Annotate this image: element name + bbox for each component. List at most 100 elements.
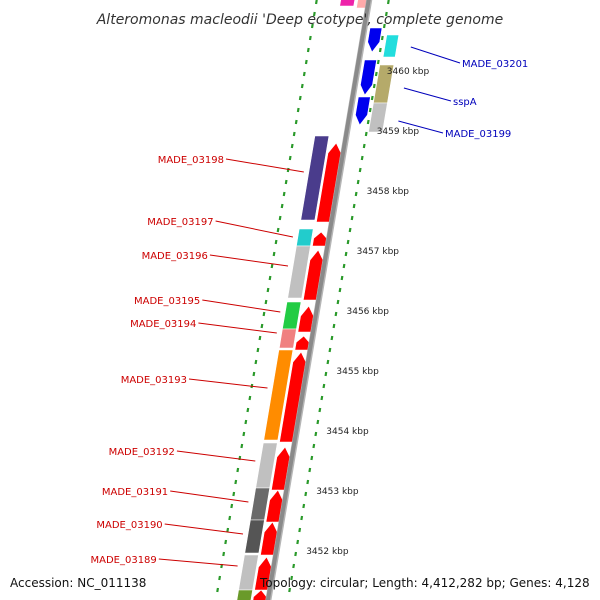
left-gene-label: MADE_03191 <box>102 487 168 498</box>
inner-tick-dot <box>228 515 232 521</box>
inner-tick-dot <box>264 299 268 305</box>
forward-gene-arrow <box>297 305 314 333</box>
outer-tick-dot <box>378 47 382 53</box>
outer-tick-dot <box>296 539 300 545</box>
inner-tick-dot <box>240 443 244 449</box>
outer-tick-dot <box>354 191 358 197</box>
map-title: Alteromonas macleodii 'Deep ecotype', co… <box>96 12 504 28</box>
outer-tick-dot <box>302 503 306 509</box>
forward-gene-arrow <box>265 489 284 523</box>
inner-tick-dot <box>260 323 264 329</box>
outer-tick-dot <box>310 455 314 461</box>
left-gene-label: MADE_03190 <box>96 520 162 531</box>
outer-tick-dot <box>324 371 328 377</box>
forward-gene-arrow <box>260 521 278 556</box>
tick-labels-layer: 3452 kbp 3453 kbp 3454 kbp 3455 kbp 3456 kbp… <box>306 67 429 557</box>
inner-tick-dot <box>248 395 252 401</box>
left-label-connector <box>188 378 268 389</box>
left-label-connector <box>164 523 244 535</box>
outer-tick-dot <box>330 335 334 341</box>
left-gene-label: MADE_03192 <box>109 447 175 458</box>
inner-tick-dot <box>246 407 250 413</box>
inner-tick-dot <box>236 467 240 473</box>
inner-tick-dot <box>256 347 260 353</box>
left-gene-label: MADE_03193 <box>121 375 187 386</box>
gene-block-next <box>236 589 253 600</box>
outer-tick-dot <box>370 95 374 101</box>
tick-label: 3457 kbp <box>357 247 400 257</box>
outer-tick-dot <box>348 227 352 233</box>
outer-tick-dot <box>298 527 302 533</box>
gene-block-made-03190 <box>244 519 265 554</box>
outer-tick-dot <box>316 419 320 425</box>
outer-tick-dot <box>366 119 370 125</box>
tick-label: 3459 kbp <box>377 127 420 137</box>
forward-gene-arrow <box>279 351 307 443</box>
outer-tick-dot <box>372 83 376 89</box>
outer-tick-dot <box>304 491 308 497</box>
outer-tick-dot <box>384 11 388 17</box>
inner-tick-dot <box>232 491 236 497</box>
outer-tick-dot <box>290 575 294 581</box>
inner-tick-dot <box>274 239 278 245</box>
outer-tick-dot <box>386 0 390 5</box>
left-label-connector <box>176 450 256 462</box>
outer-tick-dot <box>360 155 364 161</box>
outer-tick-dot <box>292 563 296 569</box>
inner-tick-dot <box>216 587 220 593</box>
forward-gene-arrow <box>252 589 267 600</box>
inner-tick-dot <box>304 59 308 65</box>
right-gene-label: MADE_03199 <box>445 129 511 140</box>
gene-block-top-pink <box>339 0 356 7</box>
inner-tick-dot <box>262 311 266 317</box>
outer-tick-dot <box>314 431 318 437</box>
outer-tick-dot <box>340 275 344 281</box>
backbone-layer <box>265 0 373 600</box>
inner-tick-dot <box>312 11 316 17</box>
inner-tick-dot <box>294 119 298 125</box>
outer-tick-dot <box>382 23 386 29</box>
gene-block-made-03196 <box>287 245 311 299</box>
inner-tick-dot <box>280 203 284 209</box>
gene-block-made-03194 <box>278 328 297 349</box>
left-label-connector <box>215 220 294 238</box>
outer-tick-dot <box>352 203 356 209</box>
inner-tick-dot <box>292 131 296 137</box>
inner-tick-dot <box>306 47 310 53</box>
inner-tick-dot <box>258 335 262 341</box>
inner-tick-dot <box>244 419 248 425</box>
outer-tick-dot <box>322 383 326 389</box>
inner-tick-dot <box>290 143 294 149</box>
outer-tick-dot <box>344 251 348 257</box>
outer-tick-dot <box>364 131 368 137</box>
forward-gene-arrow <box>312 231 328 247</box>
left-gene-label: MADE_03196 <box>142 251 208 262</box>
inner-tick-dot <box>268 275 272 281</box>
forward-gene-arrow <box>271 446 291 491</box>
outer-tick-dot <box>346 239 350 245</box>
backbone-line <box>265 0 371 600</box>
outer-tick-dot <box>356 179 360 185</box>
outer-tick-dot <box>326 359 330 365</box>
left-label-connector <box>158 558 238 567</box>
gene-block-made-03193 <box>263 349 294 441</box>
left-label-connector <box>198 322 277 334</box>
outer-tick-dot <box>320 395 324 401</box>
inner-tick-dot <box>252 371 256 377</box>
outer-tick-dot <box>318 407 322 413</box>
inner-tick-dot <box>226 527 230 533</box>
outer-tick-dot <box>300 515 304 521</box>
gene-block-made-03199 <box>368 102 388 133</box>
gene-labels-layer: MADE_03198 MADE_03197 MADE_03196 MADE_03195… <box>90 59 528 566</box>
outer-tick-dot <box>362 143 366 149</box>
inner-tick-dot <box>270 263 274 269</box>
outer-tick-dot <box>332 323 336 329</box>
inner-tick-dot <box>302 71 306 77</box>
left-gene-label: MADE_03198 <box>158 155 224 166</box>
inner-tick-dot <box>282 191 286 197</box>
outer-tick-dot <box>342 263 346 269</box>
outer-tick-dot <box>294 551 298 557</box>
forward-gene-arrow <box>316 142 342 223</box>
